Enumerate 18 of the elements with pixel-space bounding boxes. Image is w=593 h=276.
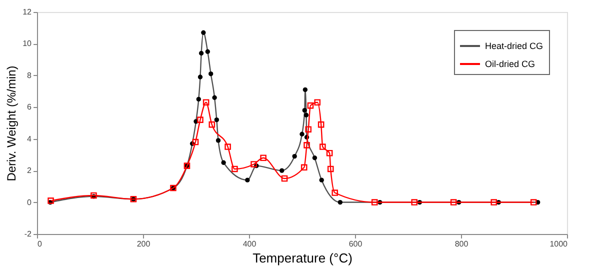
y-tick-label: 10 bbox=[22, 39, 32, 48]
x-tick-label: 400 bbox=[242, 240, 257, 248]
y-tick-label: 12 bbox=[22, 8, 32, 16]
x-tick-label: 200 bbox=[136, 240, 151, 248]
legend-label: Oil-dried CG bbox=[485, 59, 536, 69]
x-tick-label: 1000 bbox=[550, 240, 568, 248]
y-tick-label: 6 bbox=[27, 102, 32, 112]
y-tick-label: 0 bbox=[27, 198, 32, 207]
y-tick-label: 2 bbox=[27, 166, 32, 176]
y-tick-label: 4 bbox=[27, 134, 32, 144]
x-tick-label: 800 bbox=[454, 240, 469, 248]
x-tick-label: 0 bbox=[38, 240, 42, 248]
legend-label: Heat-dried CG bbox=[485, 41, 544, 51]
y-tick-label: 8 bbox=[27, 70, 32, 80]
y-tick-label: -2 bbox=[24, 230, 32, 238]
y-axis-title: Deriv. Weight (%/min) bbox=[4, 66, 19, 182]
x-axis-title: Temperature (°C) bbox=[252, 250, 352, 266]
x-tick-label: 600 bbox=[348, 240, 363, 248]
